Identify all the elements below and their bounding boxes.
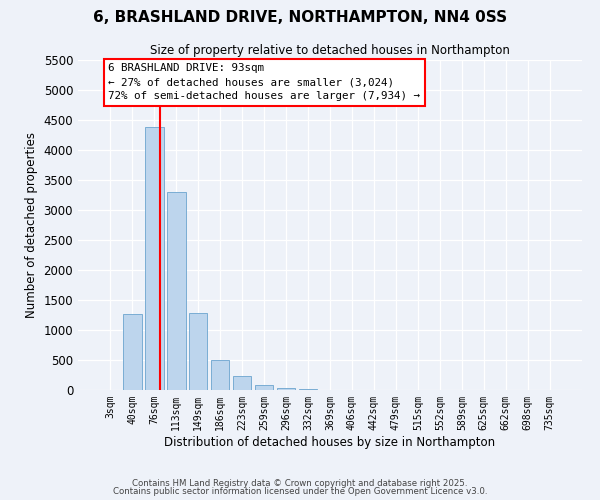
Bar <box>189 313 208 390</box>
Text: Contains HM Land Registry data © Crown copyright and database right 2025.: Contains HM Land Registry data © Crown c… <box>132 478 468 488</box>
Bar <box>211 360 229 390</box>
Bar <box>255 385 274 390</box>
Y-axis label: Number of detached properties: Number of detached properties <box>25 132 38 318</box>
Bar <box>145 127 164 390</box>
Bar <box>167 192 185 390</box>
Bar <box>123 314 142 390</box>
Bar <box>233 376 251 390</box>
Text: 6, BRASHLAND DRIVE, NORTHAMPTON, NN4 0SS: 6, BRASHLAND DRIVE, NORTHAMPTON, NN4 0SS <box>93 10 507 25</box>
Text: Contains public sector information licensed under the Open Government Licence v3: Contains public sector information licen… <box>113 487 487 496</box>
Text: 6 BRASHLAND DRIVE: 93sqm
← 27% of detached houses are smaller (3,024)
72% of sem: 6 BRASHLAND DRIVE: 93sqm ← 27% of detach… <box>108 64 420 102</box>
Title: Size of property relative to detached houses in Northampton: Size of property relative to detached ho… <box>150 44 510 58</box>
Bar <box>277 388 295 390</box>
X-axis label: Distribution of detached houses by size in Northampton: Distribution of detached houses by size … <box>164 436 496 448</box>
